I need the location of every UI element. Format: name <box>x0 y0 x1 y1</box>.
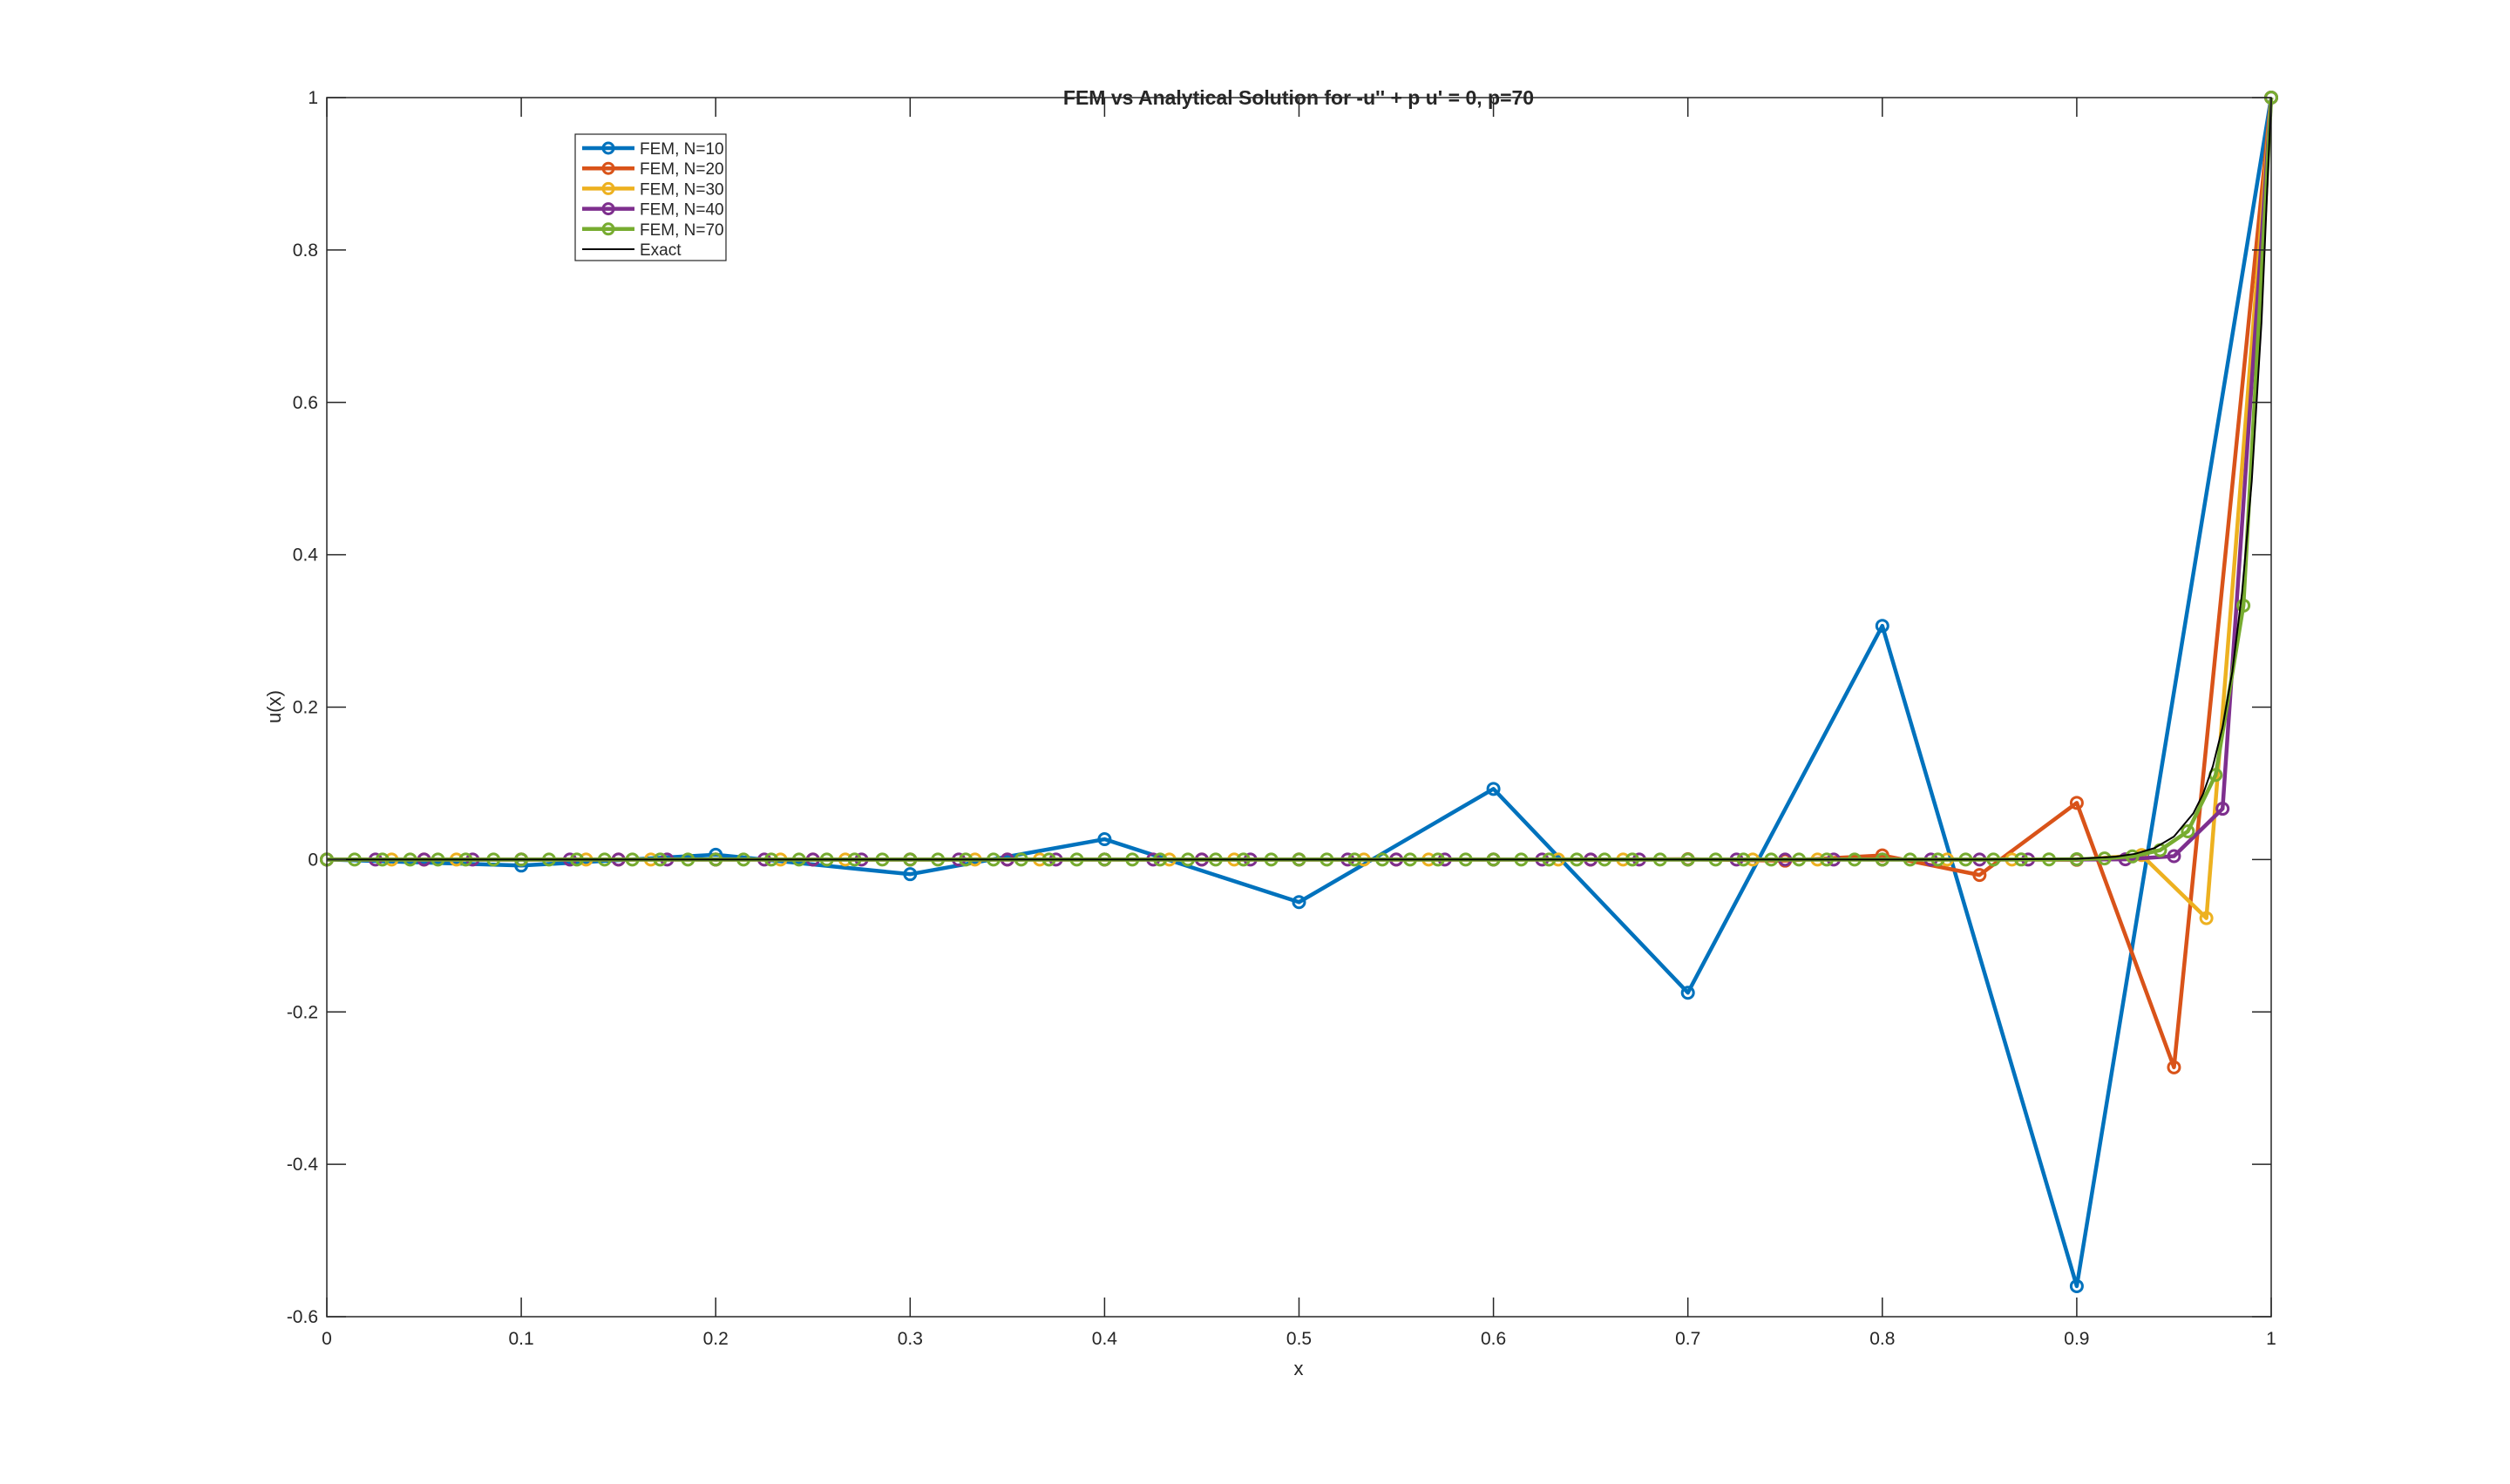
y-tick-label: 0.6 <box>293 393 318 413</box>
legend-marker <box>601 222 615 236</box>
y-tick-label: 0 <box>308 850 318 870</box>
data-point <box>1680 986 1695 1000</box>
x-tick-label: 0.5 <box>1286 1329 1312 1349</box>
legend-entry: FEM, N=10 <box>640 140 724 159</box>
legend-entry: FEM, N=40 <box>640 201 724 220</box>
x-tick-label: 0.6 <box>1481 1329 1506 1349</box>
y-tick-label: -0.4 <box>287 1155 319 1175</box>
x-tick-label: 0.7 <box>1675 1329 1700 1349</box>
axes-box <box>326 97 2272 1318</box>
axis-ticks: 0 0.1 0.2 0.3 0.4 0.5 0.6 0.7 0.8 0.9 1 -0.6 -0.4 -0.… <box>287 88 2276 1349</box>
y-axis-label: u(x) <box>263 690 285 723</box>
data-point <box>1972 868 1987 883</box>
legend-marker <box>601 181 615 195</box>
data-point <box>1486 782 1501 796</box>
series-line-5 <box>326 97 2272 861</box>
data-point <box>2069 1278 2084 1293</box>
x-tick-label: 0 <box>322 1329 332 1349</box>
data-point <box>2167 1060 2181 1074</box>
x-tick-label: 0.3 <box>898 1329 923 1349</box>
plot-area <box>320 91 2278 1293</box>
x-tick-label: 0.4 <box>1092 1329 1118 1349</box>
y-tick-label: 0.4 <box>293 545 319 566</box>
data-point <box>1292 895 1306 910</box>
data-point <box>2181 824 2195 839</box>
data-point <box>1097 832 1112 847</box>
x-tick-label: 0.8 <box>1869 1329 1895 1349</box>
data-point <box>2199 911 2214 925</box>
x-tick-label: 0.1 <box>508 1329 533 1349</box>
legend-marker <box>601 161 615 175</box>
legend-entry: Exact <box>640 241 682 260</box>
y-tick-label: 1 <box>308 88 318 108</box>
data-point <box>2125 849 2140 864</box>
x-tick-label: 0.9 <box>2064 1329 2089 1349</box>
y-tick-label: -0.2 <box>287 1002 318 1022</box>
y-tick-label: 0.2 <box>293 698 318 718</box>
data-point <box>2069 796 2084 810</box>
y-tick-label: 0.8 <box>293 241 318 261</box>
legend-entry: FEM, N=30 <box>640 180 724 199</box>
x-tick-label: 1 <box>2266 1329 2276 1349</box>
series-line-0 <box>326 97 2274 1289</box>
data-point <box>1875 619 1889 634</box>
legend-marker <box>601 202 615 216</box>
legend-entry: FEM, N=20 <box>640 160 724 179</box>
data-point <box>2215 802 2230 817</box>
legend-marker <box>601 141 615 155</box>
legend-entry: FEM, N=70 <box>640 221 724 240</box>
x-tick-label: 0.2 <box>703 1329 729 1349</box>
x-axis-label: x <box>1294 1358 1304 1379</box>
legend-box <box>574 133 727 261</box>
data-point <box>903 867 918 882</box>
y-tick-label: -0.6 <box>287 1307 318 1327</box>
data-point <box>2236 598 2251 613</box>
data-point <box>2167 849 2181 864</box>
